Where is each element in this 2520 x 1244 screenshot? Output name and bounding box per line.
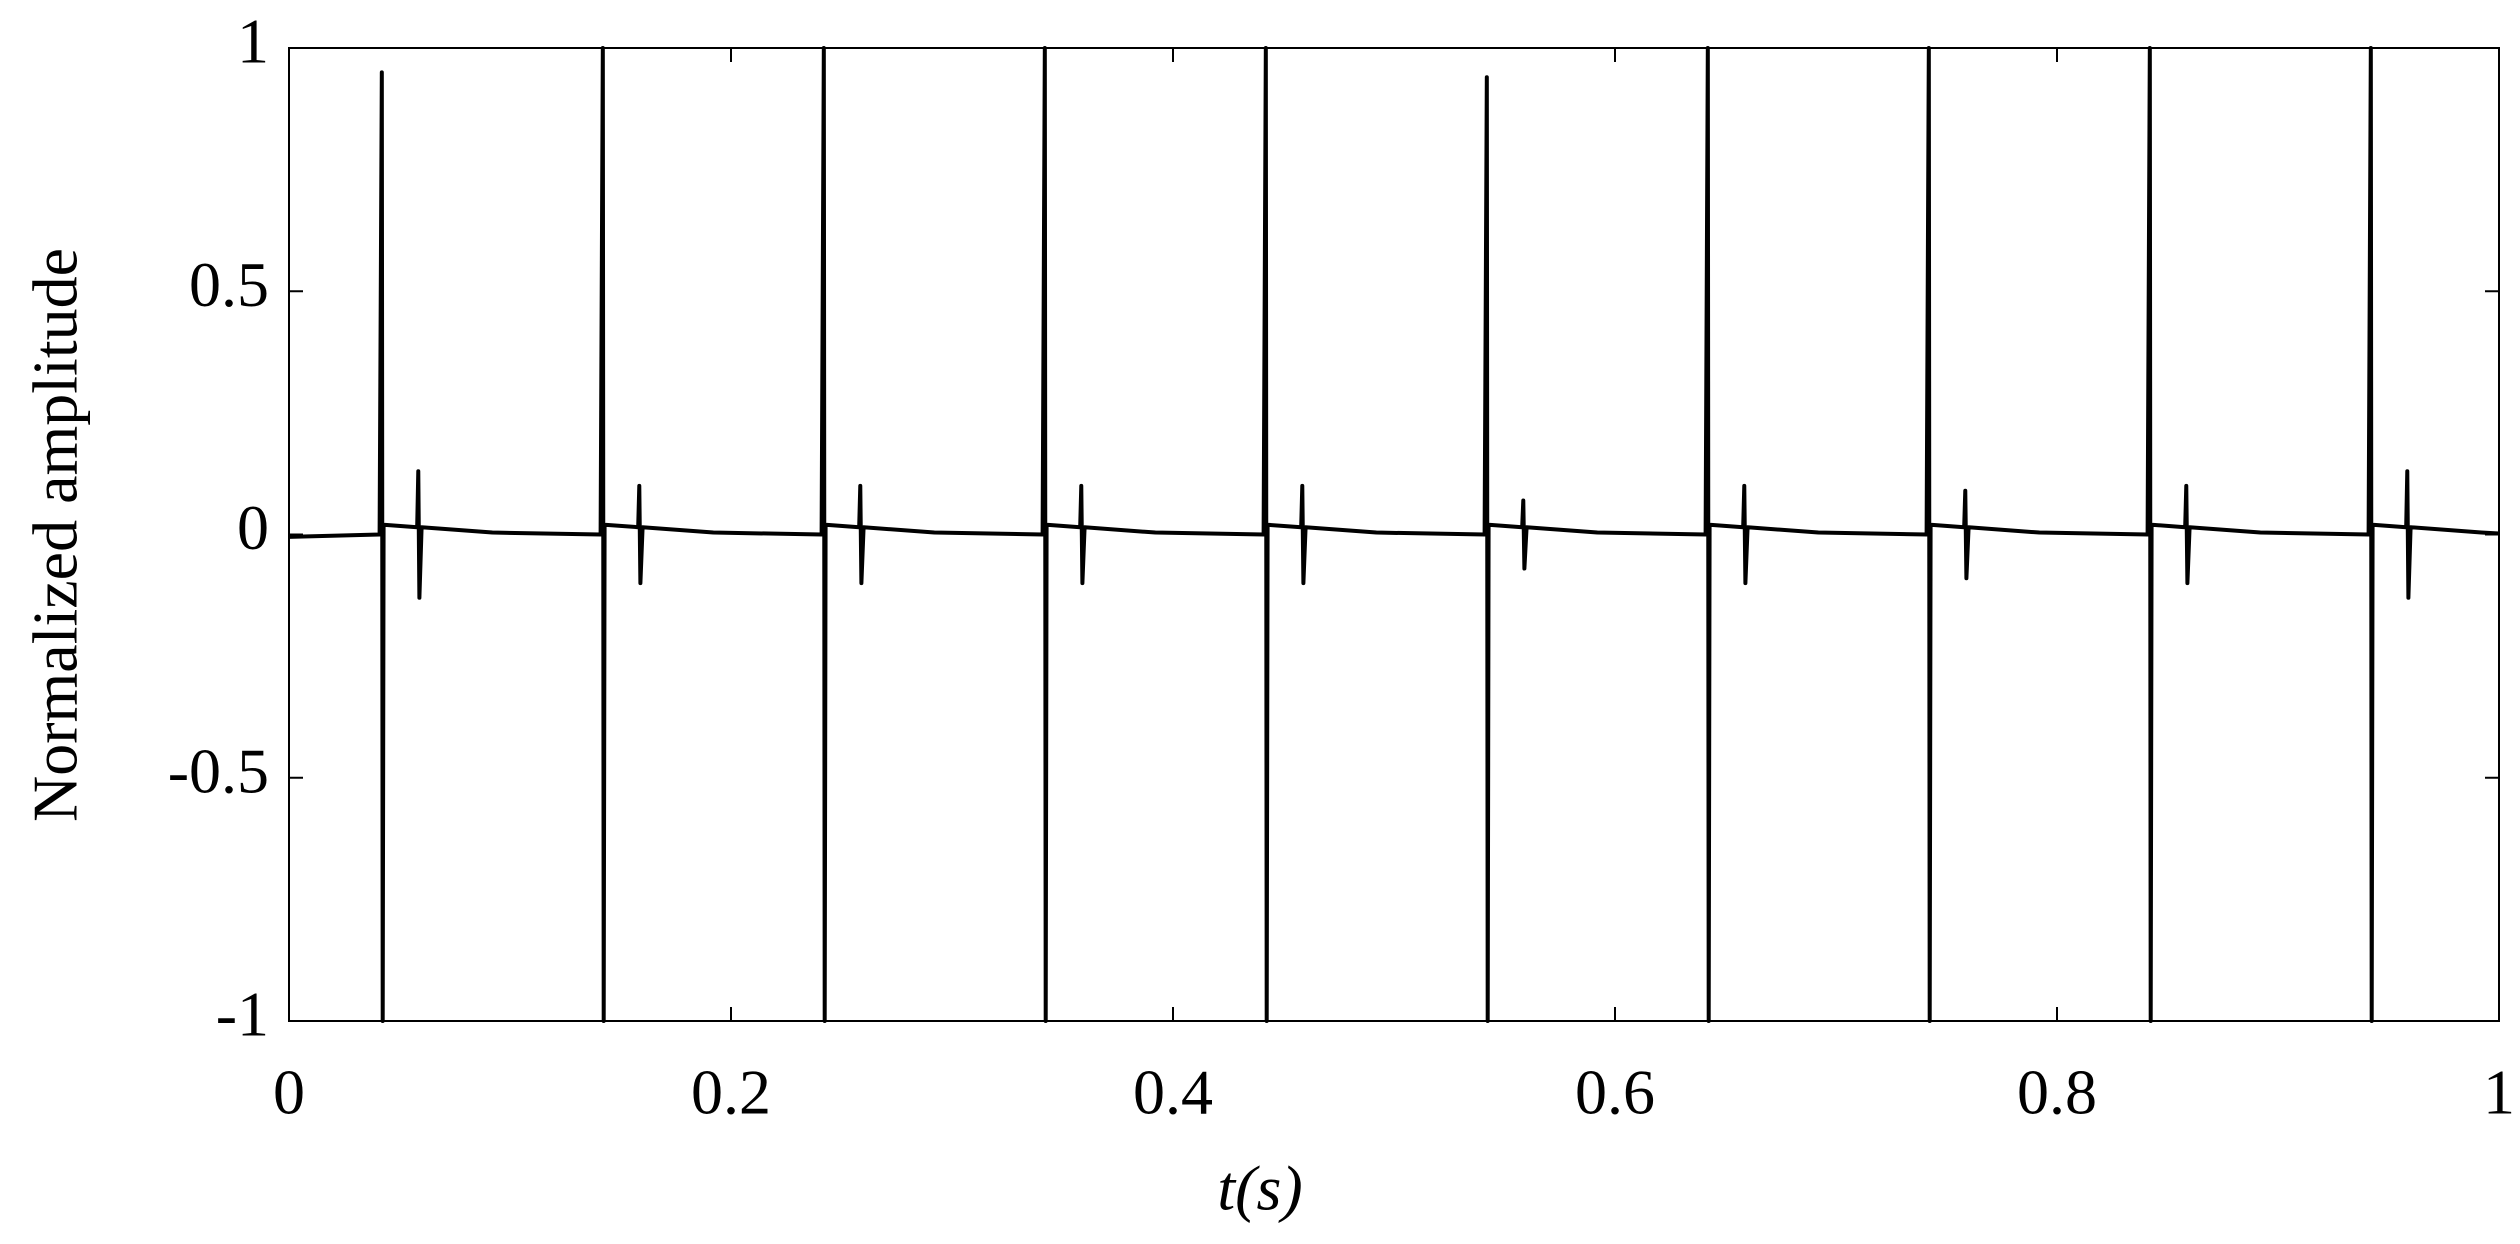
x-tick-label: 1 bbox=[2483, 1057, 2515, 1128]
y-tick-label: 1 bbox=[237, 6, 269, 77]
y-tick-label: 0 bbox=[237, 492, 269, 563]
y-axis-label: Normalized amplitude bbox=[20, 248, 91, 822]
x-tick-label: 0.6 bbox=[1575, 1057, 1655, 1128]
y-tick-label: -0.5 bbox=[168, 735, 269, 806]
y-tick-label: -1 bbox=[216, 979, 269, 1050]
x-tick-label: 0.2 bbox=[691, 1057, 771, 1128]
y-tick-label: 0.5 bbox=[189, 249, 269, 320]
x-tick-label: 0 bbox=[273, 1057, 305, 1128]
signal-line bbox=[288, 46, 2500, 1023]
x-axis-label: t(s) bbox=[1217, 1153, 1302, 1224]
x-tick-label: 0.4 bbox=[1133, 1057, 1213, 1128]
x-tick-label: 0.8 bbox=[2017, 1057, 2097, 1128]
